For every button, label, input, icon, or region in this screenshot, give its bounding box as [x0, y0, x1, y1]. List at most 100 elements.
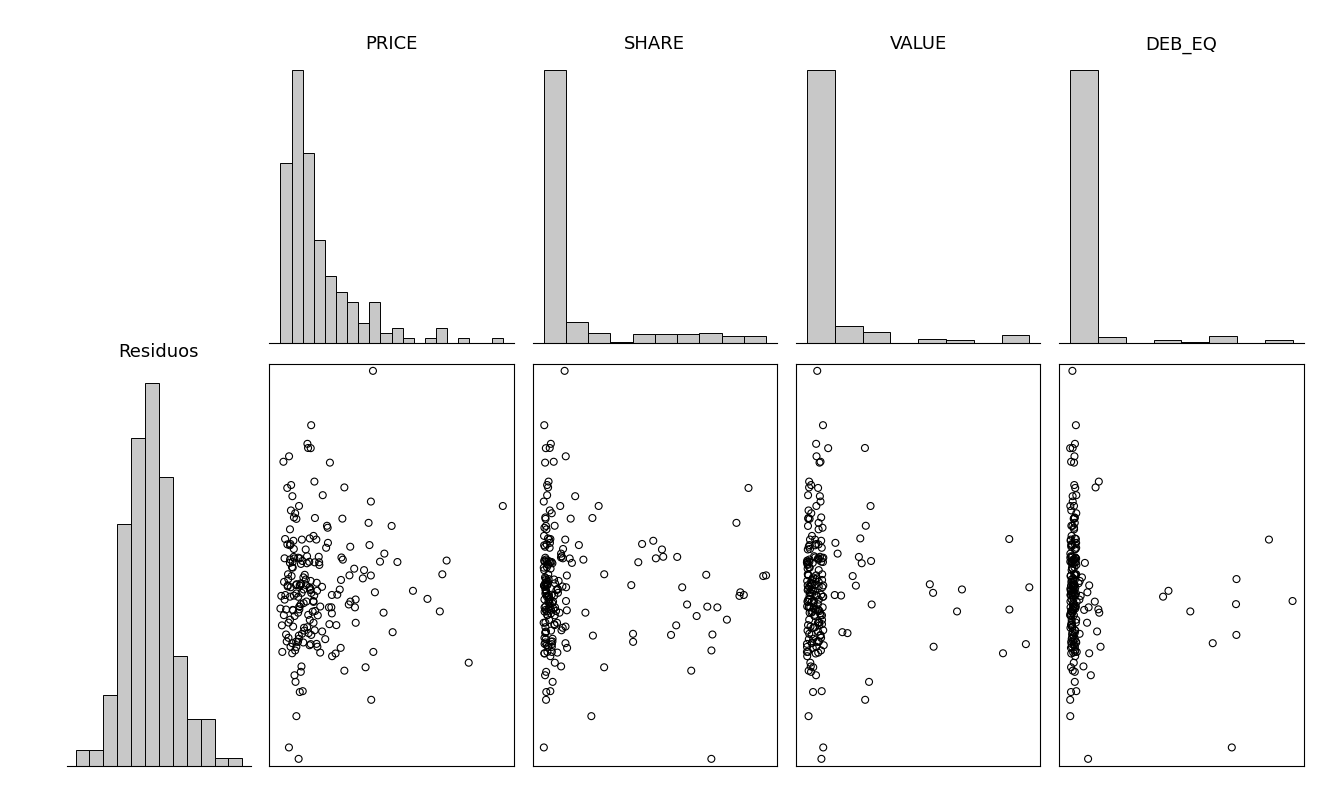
- Point: [1074, 604, 1095, 617]
- Point: [1078, 753, 1099, 766]
- Bar: [633, 334, 655, 343]
- Point: [309, 600, 331, 613]
- Point: [280, 539, 301, 552]
- Point: [1062, 490, 1083, 503]
- Point: [298, 581, 320, 594]
- Bar: [187, 719, 200, 766]
- Point: [550, 660, 571, 673]
- Point: [797, 575, 818, 588]
- Bar: [403, 339, 414, 343]
- Point: [808, 617, 829, 629]
- Point: [800, 533, 821, 546]
- Point: [1063, 512, 1085, 525]
- Point: [1282, 595, 1304, 608]
- Point: [797, 558, 818, 571]
- Bar: [435, 328, 448, 343]
- Point: [1062, 635, 1083, 648]
- Point: [1077, 586, 1098, 599]
- Point: [534, 741, 555, 754]
- Point: [798, 538, 820, 551]
- Point: [535, 571, 556, 584]
- Point: [556, 604, 578, 617]
- Point: [808, 481, 829, 494]
- Point: [582, 629, 603, 642]
- Point: [538, 588, 559, 601]
- Point: [297, 438, 319, 451]
- Point: [1062, 587, 1083, 600]
- Point: [548, 606, 570, 619]
- Point: [555, 637, 577, 650]
- Point: [431, 568, 453, 581]
- Point: [1059, 547, 1081, 560]
- Point: [1085, 481, 1106, 494]
- Point: [952, 583, 973, 596]
- Point: [276, 628, 297, 641]
- Point: [539, 533, 560, 546]
- Point: [317, 537, 339, 550]
- Point: [695, 568, 716, 581]
- Point: [594, 567, 616, 580]
- Point: [798, 613, 820, 626]
- Point: [732, 588, 754, 601]
- Point: [306, 584, 328, 597]
- Point: [298, 613, 320, 626]
- Point: [738, 481, 759, 494]
- Bar: [677, 334, 699, 343]
- Point: [1064, 641, 1086, 654]
- Point: [804, 533, 825, 546]
- Point: [312, 580, 333, 593]
- Point: [280, 523, 301, 536]
- Point: [1062, 576, 1083, 589]
- Bar: [743, 336, 766, 343]
- Point: [800, 579, 821, 592]
- Point: [286, 587, 308, 600]
- Point: [277, 567, 298, 580]
- Bar: [132, 438, 145, 766]
- Point: [535, 583, 556, 596]
- Point: [860, 500, 882, 513]
- Point: [798, 600, 820, 613]
- Point: [1060, 580, 1082, 592]
- Point: [538, 640, 559, 653]
- Point: [798, 561, 820, 574]
- Point: [538, 568, 559, 581]
- Point: [281, 647, 302, 660]
- Point: [302, 595, 324, 608]
- Point: [536, 609, 558, 621]
- Point: [293, 583, 314, 596]
- Point: [812, 574, 833, 587]
- Point: [353, 563, 375, 576]
- Point: [293, 636, 314, 649]
- Point: [1063, 500, 1085, 513]
- Point: [862, 598, 883, 611]
- Point: [363, 364, 384, 377]
- Point: [402, 584, 423, 597]
- Point: [1060, 519, 1082, 532]
- Point: [562, 556, 583, 569]
- Point: [300, 575, 321, 588]
- Point: [1060, 661, 1082, 674]
- Bar: [806, 70, 835, 343]
- Point: [808, 635, 829, 648]
- Point: [1226, 629, 1247, 642]
- Point: [535, 574, 556, 587]
- Point: [296, 550, 317, 563]
- Bar: [313, 240, 325, 343]
- Point: [538, 596, 559, 609]
- Point: [325, 647, 347, 660]
- Point: [290, 577, 312, 590]
- Point: [535, 669, 556, 682]
- Point: [306, 609, 328, 621]
- Point: [374, 547, 395, 560]
- Point: [800, 587, 821, 600]
- Point: [543, 573, 564, 586]
- Point: [282, 555, 304, 568]
- Point: [801, 583, 823, 596]
- Point: [539, 556, 560, 569]
- Point: [1226, 598, 1247, 611]
- Point: [546, 604, 567, 617]
- Bar: [918, 339, 946, 343]
- Point: [802, 596, 824, 609]
- Point: [301, 419, 323, 432]
- Point: [800, 586, 821, 599]
